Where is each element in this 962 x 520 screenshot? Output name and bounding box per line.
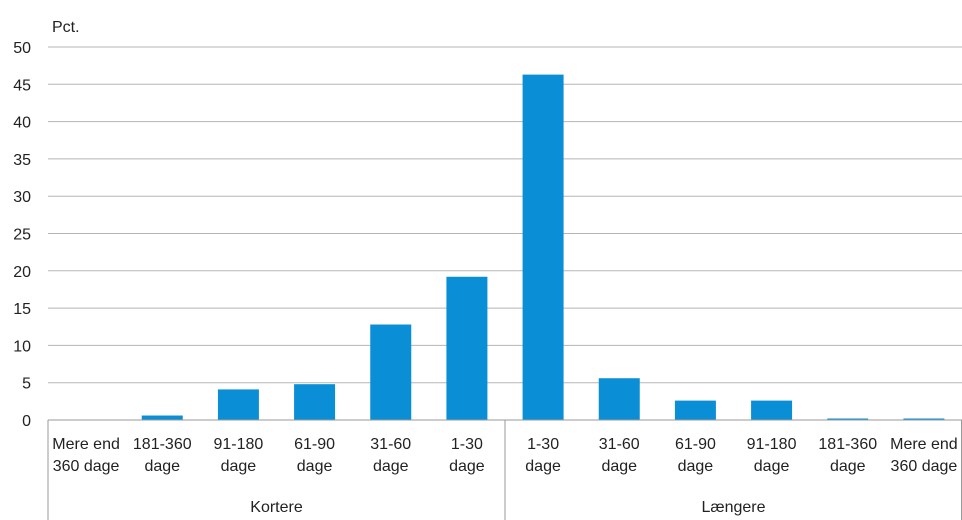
x-tick-label: dage xyxy=(449,458,485,475)
x-tick-label: 31-60 xyxy=(370,436,411,453)
y-tick-label: 5 xyxy=(22,376,31,393)
y-tick-label: 50 xyxy=(13,40,31,57)
bar xyxy=(141,415,183,420)
bar xyxy=(751,400,793,420)
x-tick-label: 360 dage xyxy=(891,458,958,475)
x-tick-label: dage xyxy=(525,458,561,475)
x-tick-label: dage xyxy=(754,458,790,475)
y-tick-label: 30 xyxy=(13,189,31,206)
bar xyxy=(903,418,945,420)
y-tick-label: 25 xyxy=(13,227,31,244)
y-tick-label: 40 xyxy=(13,115,31,132)
x-tick-label: dage xyxy=(830,458,866,475)
y-axis-ticks: 0 5 10 15 20 25 30 35 40 45 50 xyxy=(13,40,31,430)
x-axis-category-labels: Mere end 360 dage 181-360 dage 91-180 dage 61-… xyxy=(52,436,957,475)
x-tick-label: dage xyxy=(144,458,180,475)
y-tick-label: 20 xyxy=(13,264,31,281)
bar xyxy=(522,74,564,421)
x-tick-label: 1-30 xyxy=(451,436,483,453)
bar xyxy=(370,324,412,420)
y-tick-label: 35 xyxy=(13,152,31,169)
x-tick-label: 91-180 xyxy=(214,436,264,453)
x-tick-label: dage xyxy=(678,458,714,475)
bar xyxy=(674,400,716,420)
x-tick-label: dage xyxy=(297,458,333,475)
x-tick-label: 31-60 xyxy=(599,436,640,453)
y-tick-label: 0 xyxy=(22,413,31,430)
x-tick-label: 91-180 xyxy=(747,436,797,453)
y-tick-label: 15 xyxy=(13,301,31,318)
x-tick-label: dage xyxy=(601,458,637,475)
bar xyxy=(827,418,869,420)
bar xyxy=(294,384,336,420)
x-tick-label: 360 dage xyxy=(53,458,120,475)
x-tick-label: 181-360 xyxy=(133,436,192,453)
group-label: Kortere xyxy=(250,499,303,516)
x-axis-group-labels: Kortere Længere xyxy=(250,499,765,516)
y-tick-label: 45 xyxy=(13,77,31,94)
x-tick-label: Mere end xyxy=(52,436,120,453)
x-axis xyxy=(47,419,962,520)
bar xyxy=(217,389,259,420)
group-label: Længere xyxy=(701,499,765,516)
x-tick-label: Mere end xyxy=(890,436,958,453)
x-tick-label: 1-30 xyxy=(527,436,559,453)
x-tick-label: 61-90 xyxy=(294,436,335,453)
y-tick-label: 10 xyxy=(13,338,31,355)
y-axis-label: Pct. xyxy=(52,19,80,36)
x-tick-label: 181-360 xyxy=(818,436,877,453)
x-tick-label: 61-90 xyxy=(675,436,716,453)
bar xyxy=(598,378,640,420)
bars xyxy=(141,74,945,421)
bar xyxy=(446,276,488,420)
x-tick-label: dage xyxy=(221,458,257,475)
x-tick-label: dage xyxy=(373,458,409,475)
gridlines xyxy=(48,46,962,384)
